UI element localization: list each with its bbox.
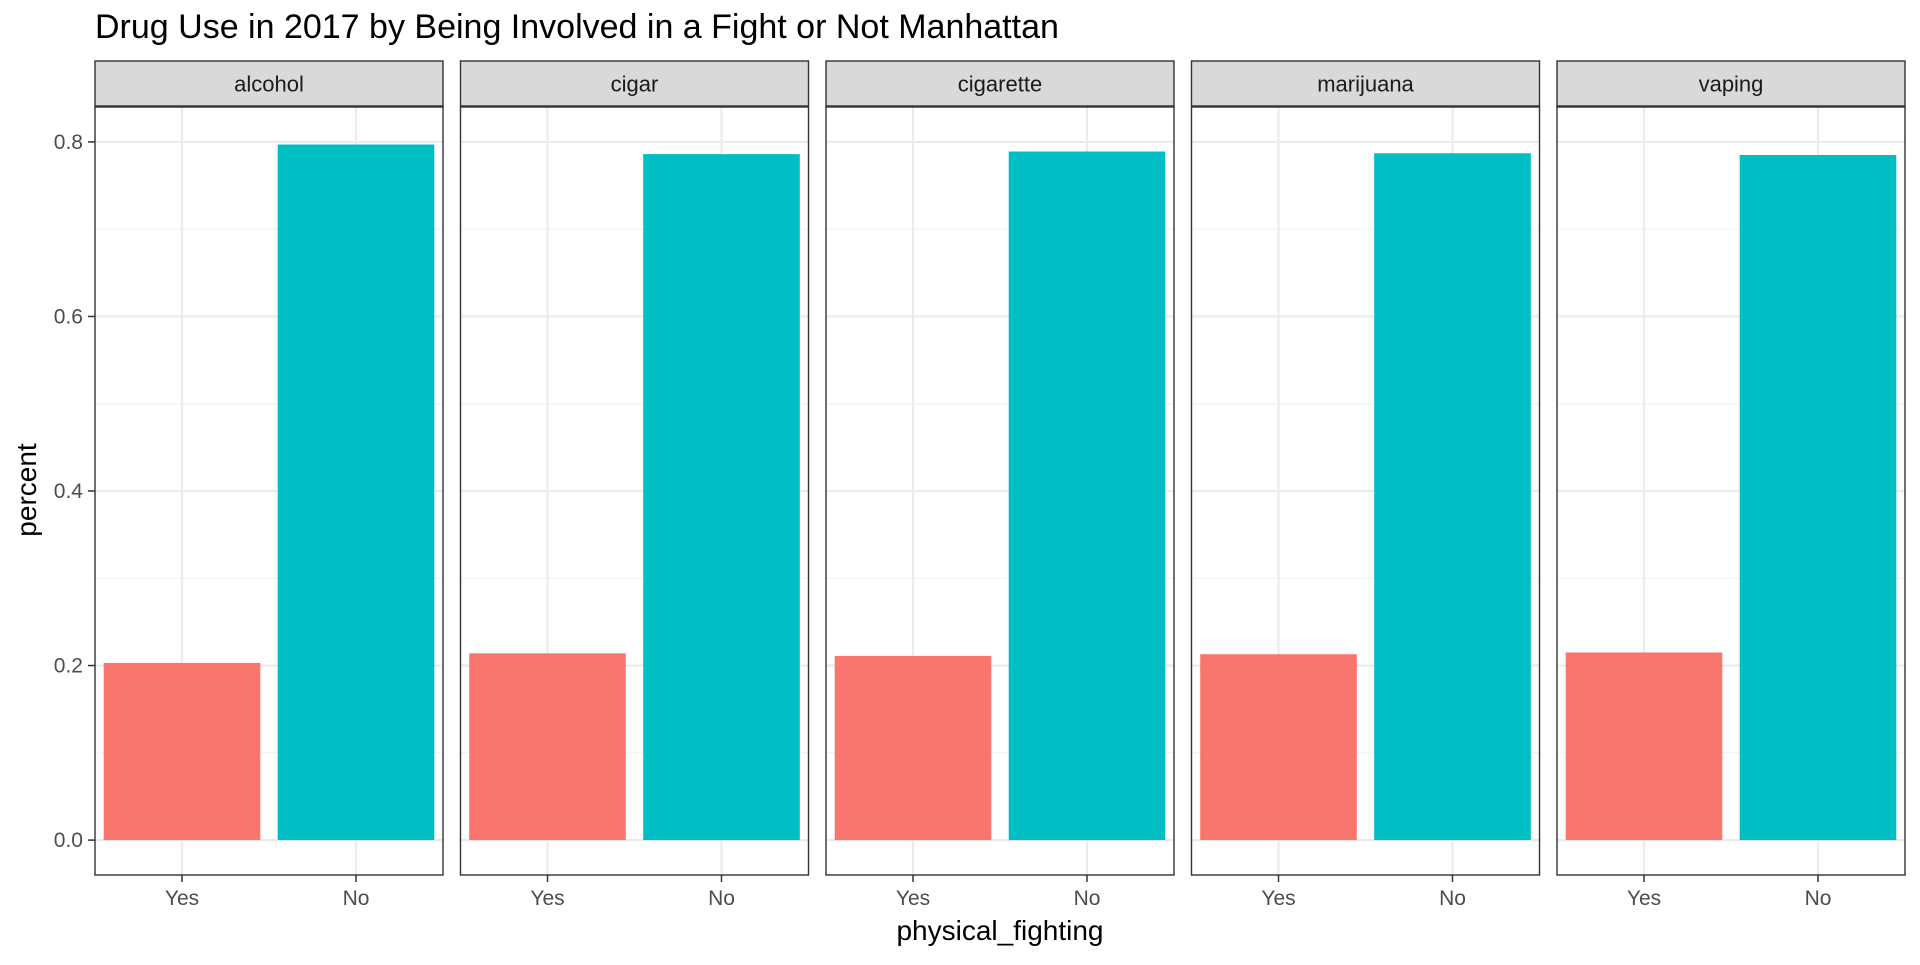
bar-marijuana-yes	[1200, 654, 1357, 841]
x-tick-label: Yes	[1627, 887, 1661, 910]
x-tick-label: Yes	[1261, 887, 1295, 910]
bar-cigar-no	[643, 154, 800, 841]
panel-border	[94, 106, 444, 876]
y-axis: 0.0 0.2 0.4 0.6 0.8	[54, 131, 95, 852]
facet-strip-label: cigar	[611, 72, 659, 97]
x-tick-label: Yes	[530, 887, 564, 910]
facet-strip-label: vaping	[1699, 72, 1764, 97]
y-tick-label: 0.2	[54, 655, 83, 678]
panel-border	[1556, 106, 1906, 876]
x-tick-label: No	[1074, 887, 1101, 910]
facet-strip	[825, 60, 1175, 107]
facet-strip-label: cigarette	[958, 72, 1042, 97]
facet-panel-cigar: cigar Yes No	[459, 60, 810, 910]
bar-cigar-yes	[469, 653, 626, 841]
chart-title: Drug Use in 2017 by Being Involved in a …	[95, 8, 1059, 46]
facet-strip	[1556, 60, 1906, 107]
y-axis-title: percent	[11, 443, 42, 537]
facet-strip	[94, 60, 444, 107]
x-tick-label: No	[1805, 887, 1832, 910]
y-tick-label: 0.0	[54, 829, 83, 852]
bar-marijuana-no	[1374, 153, 1531, 841]
facet-strip	[459, 60, 810, 107]
bar-vaping-no	[1739, 155, 1897, 841]
panel-border	[1190, 106, 1541, 876]
x-tick-label: Yes	[165, 887, 199, 910]
bar-alcohol-no	[277, 144, 435, 841]
facet-strip-label: alcohol	[234, 72, 304, 97]
bar-cigarette-no	[1008, 151, 1166, 841]
facet-panel-alcohol: alcohol Yes No	[94, 60, 444, 910]
bar-alcohol-yes	[103, 662, 261, 841]
x-axis-title: physical_fighting	[896, 915, 1103, 946]
facet-strip-label: marijuana	[1317, 72, 1414, 97]
bar-cigarette-yes	[834, 655, 992, 841]
x-tick-label: No	[708, 887, 735, 910]
facet-panel-marijuana: marijuana Yes No	[1190, 60, 1541, 910]
x-tick-label: No	[343, 887, 370, 910]
bar-vaping-yes	[1565, 652, 1723, 841]
facet-strip	[1190, 60, 1541, 107]
x-tick-label: No	[1439, 887, 1466, 910]
panel-border	[825, 106, 1175, 876]
facet-panel-cigarette: cigarette Yes No	[825, 60, 1175, 910]
facet-panel-vaping: vaping Yes No	[1556, 60, 1906, 910]
y-tick-label: 0.4	[54, 480, 84, 503]
x-tick-label: Yes	[896, 887, 930, 910]
y-tick-label: 0.6	[54, 305, 83, 328]
panel-border	[459, 106, 810, 876]
y-tick-label: 0.8	[54, 131, 83, 154]
